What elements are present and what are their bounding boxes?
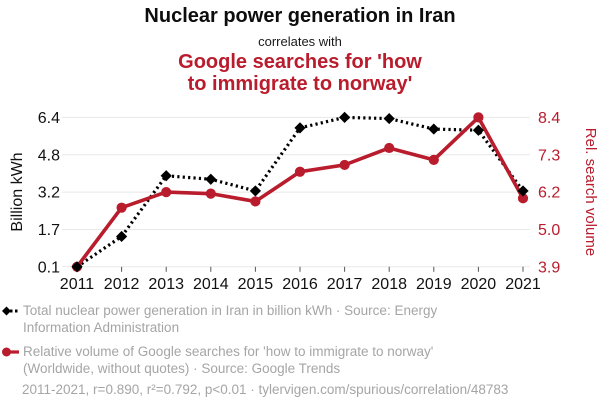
legend-item-nuclear-text: Total nuclear power generation in Iran i… [23,302,437,336]
gridlines [62,116,530,268]
data-point-diamond [517,185,529,197]
right-axis-labels: 3.9 5.0 6.2 7.3 8.4 [538,110,560,276]
data-point-diamond [160,170,172,182]
chart-subtitle: Google searches for 'how to immigrate to… [0,51,600,95]
data-point-circle [428,154,439,165]
data-point-circle [205,188,216,199]
x-axis-label: 2017 [327,276,363,293]
data-point-circle [384,142,395,154]
data-point-diamond [339,111,351,123]
data-point-circle [250,196,261,207]
x-axis-label: 2016 [282,276,318,293]
data-point-circle [473,112,484,123]
x-axis-label: 2014 [193,276,229,293]
x-axis-label: 2013 [148,276,184,293]
legend-nuclear-line1: Total nuclear power generation in Iran i… [23,303,438,318]
x-axis-label: 2018 [371,276,407,293]
data-point-diamond [472,124,484,136]
legend-item-searches: Relative volume of Google searches for '… [2,343,433,377]
y-tick-label-left: 1.7 [38,222,60,239]
y-tick-label-right: 7.3 [538,147,560,164]
data-point-diamond [249,185,261,197]
chart-title: Nuclear power generation in Iran [144,5,456,27]
data-point-diamond [205,173,217,185]
x-axis-label: 2019 [416,276,452,293]
y-tick-label-right: 3.9 [538,259,560,276]
plot-series [71,111,529,273]
legend-nuclear-line2: Information Administration [23,320,180,335]
data-point-diamond [428,123,440,135]
black-diamond-dotted-line-icon [2,306,19,316]
x-axis-ticks [76,266,524,272]
y-tick-label-left: 0.1 [38,259,60,276]
x-axis-label: 2020 [461,276,497,293]
legend-searches-line1: Relative volume of Google searches for '… [23,344,434,359]
left-axis-title: Billion kWh [9,152,26,231]
chart-subtitle-line1: Google searches for 'how [178,51,422,73]
y-tick-label-left: 3.2 [38,185,60,202]
correlates-with-label: correlates with [258,34,342,49]
data-point-circle [339,159,350,171]
x-axis-label: 2012 [104,276,140,293]
chart-subtitle-line2: to immigrate to norway' [187,73,413,95]
right-axis-title: Rel. search volume [582,128,599,256]
data-point-circle [116,202,127,213]
data-point-circle [294,166,306,177]
x-axis-label: 2015 [238,276,274,293]
legend-searches-line2: (Worldwide, without quotes) · Source: Go… [23,361,341,376]
left-axis-labels: 0.1 1.7 3.2 4.8 6.4 [38,110,60,276]
data-point-circle [161,187,172,198]
x-axis-label: 2021 [505,276,541,293]
legend-item-searches-text: Relative volume of Google searches for '… [23,343,433,377]
data-point-diamond [116,230,128,243]
x-axis-labels: 2011 2012 2013 2014 2015 2016 2017 2018 2019 2020… [60,276,541,293]
data-point-circle [517,193,529,204]
y-tick-label-right: 6.2 [538,185,560,202]
y-tick-label-left: 4.8 [38,147,60,164]
y-tick-label-left: 6.4 [38,110,60,127]
red-circle-solid-line-icon [2,347,19,357]
y-tick-label-right: 5.0 [538,222,560,239]
legend-item-nuclear: Total nuclear power generation in Iran i… [2,302,437,336]
data-point-diamond [294,122,306,134]
x-axis-label: 2011 [60,276,95,293]
stats-citation: 2011-2021, r=0.890, r²=0.792, p<0.01 · t… [22,382,509,397]
y-tick-label-right: 8.4 [538,110,560,127]
data-point-diamond [383,112,395,125]
data-point-diamond [71,261,83,273]
